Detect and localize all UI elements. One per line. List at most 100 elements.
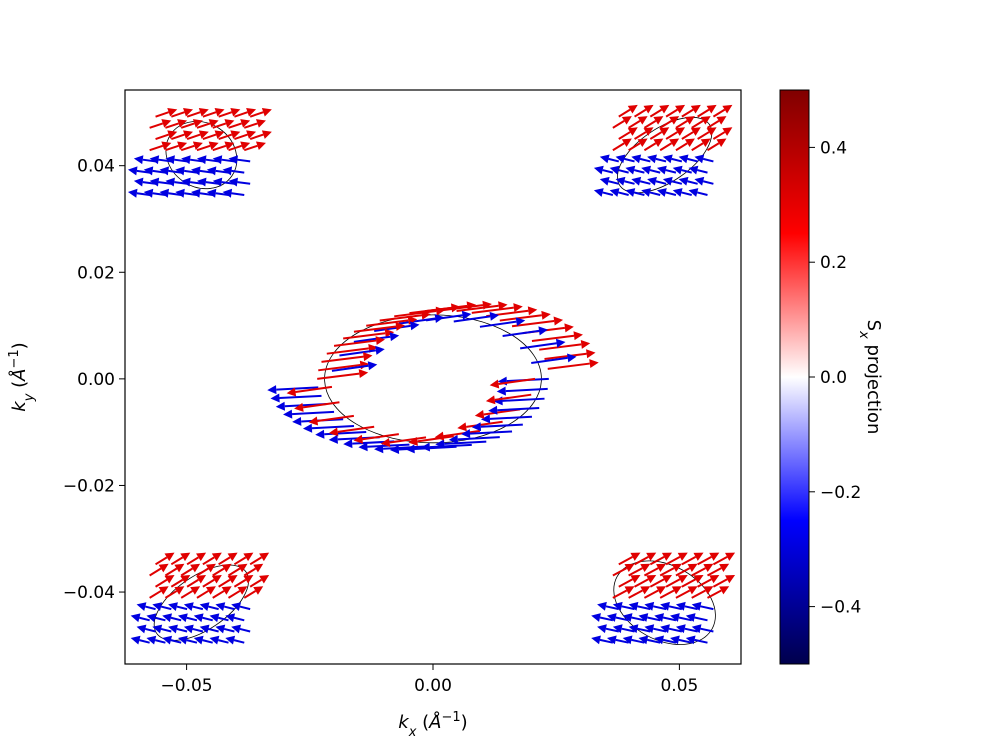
spin-arrow — [165, 141, 188, 152]
spin-arrow — [186, 107, 209, 118]
spin-arrow — [612, 138, 632, 152]
spin-arrow — [379, 310, 431, 322]
spin-arrow — [678, 176, 698, 186]
spin-arrow — [152, 624, 172, 634]
spin-arrow — [712, 127, 733, 140]
spin-arrow — [146, 613, 166, 623]
spin-arrow — [631, 154, 651, 164]
spin-arrow — [149, 119, 172, 129]
x-tick-label: −0.05 — [161, 676, 213, 696]
spin-arrow — [267, 385, 319, 395]
spin-arrow — [165, 119, 188, 129]
spin-arrow — [249, 574, 270, 588]
y-tick-label: 0.02 — [77, 263, 115, 283]
spin-arrow — [609, 188, 629, 197]
spin-arrow — [520, 338, 566, 350]
spin-arrow — [308, 414, 355, 426]
spin-arrow — [177, 613, 198, 623]
spin-arrow — [675, 563, 698, 577]
spin-arrow — [659, 563, 682, 577]
spin-arrow — [644, 601, 667, 611]
spin-arrow — [712, 552, 736, 566]
spin-arrow — [196, 177, 219, 187]
spin-arrow — [196, 563, 216, 577]
spin-arrows — [127, 104, 736, 645]
spin-arrow — [612, 624, 635, 634]
spin-arrow — [302, 423, 355, 433]
spin-arrow — [175, 166, 198, 176]
spin-arrow — [328, 425, 375, 437]
spin-arrow — [181, 177, 203, 187]
colorbar-label: Sx projection — [857, 320, 885, 435]
spin-arrow — [218, 574, 238, 588]
spin-arrow — [321, 352, 373, 363]
spin-arrow — [408, 435, 454, 446]
spin-arrow — [544, 349, 596, 361]
spin-arrow — [654, 635, 677, 645]
spin-arrow — [649, 574, 673, 588]
spin-arrow — [496, 386, 548, 396]
y-axis-ticks: −0.04 −0.02 0.00 0.02 0.04 — [63, 157, 125, 603]
spin-arrow — [149, 155, 172, 165]
spin-arrow — [215, 602, 235, 611]
spin-arrow — [612, 601, 635, 611]
colorbar-ticks: 0.4 0.2 0.0 −0.2 −0.4 — [809, 138, 861, 618]
spin-arrow — [199, 602, 219, 611]
spin-arrow — [233, 574, 254, 588]
spin-arrow — [502, 326, 548, 338]
spin-arrow — [643, 586, 667, 599]
spin-arrow — [206, 166, 229, 176]
spin-arrow — [136, 624, 156, 634]
spin-arrow — [353, 321, 405, 333]
spin-arrow — [675, 138, 695, 152]
spin-arrow — [170, 574, 191, 588]
spin-arrow — [628, 116, 648, 129]
spin-arrow — [539, 339, 591, 351]
spin-arrow — [177, 635, 198, 645]
spin-arrow — [681, 127, 701, 140]
spin-arrow — [164, 563, 185, 577]
colorbar-tick-label: −0.2 — [820, 483, 861, 503]
spin-arrow — [665, 574, 688, 588]
spin-arrow — [672, 165, 692, 175]
spin-arrow — [634, 127, 654, 140]
spin-arrow — [130, 635, 150, 645]
spin-arrow — [622, 613, 645, 622]
spin-arrow — [170, 552, 191, 566]
colorbar-tick-label: 0.4 — [820, 138, 847, 158]
spin-arrow — [374, 321, 420, 332]
spin-arrow — [691, 116, 711, 129]
spin-arrow — [152, 602, 172, 611]
spin-arrow — [159, 166, 182, 176]
spin-arrow — [186, 574, 207, 588]
spin-arrow — [218, 130, 241, 140]
spin-arrow — [649, 104, 670, 118]
spin-arrow — [615, 176, 635, 186]
spin-arrow — [136, 602, 156, 611]
spin-arrow — [625, 165, 645, 175]
spin-arrow — [331, 361, 378, 372]
spin-arrow — [343, 328, 395, 340]
spin-arrow — [270, 393, 322, 403]
spin-arrow — [228, 177, 251, 187]
spin-arrow — [675, 624, 698, 634]
spin-arrow — [155, 130, 178, 140]
spin-arrow — [294, 401, 340, 412]
spin-arrow — [218, 552, 238, 566]
spin-arrow — [499, 310, 551, 322]
spin-arrow — [202, 130, 225, 140]
spin-arrow — [660, 624, 683, 634]
spin-arrow — [196, 119, 219, 129]
spin-arrow — [193, 635, 213, 645]
colorbar: 0.4 0.2 0.0 −0.2 −0.4 Sx projection — [779, 89, 885, 665]
spin-arrow — [691, 601, 714, 611]
spin-arrow — [227, 563, 248, 577]
spin-arrow — [656, 165, 677, 175]
spin-arrow — [678, 154, 698, 164]
spin-arrow — [707, 563, 730, 577]
spin-arrow — [634, 104, 654, 118]
spin-arrow — [706, 116, 727, 129]
spin-arrow — [193, 613, 213, 623]
spin-arrow — [649, 127, 670, 140]
